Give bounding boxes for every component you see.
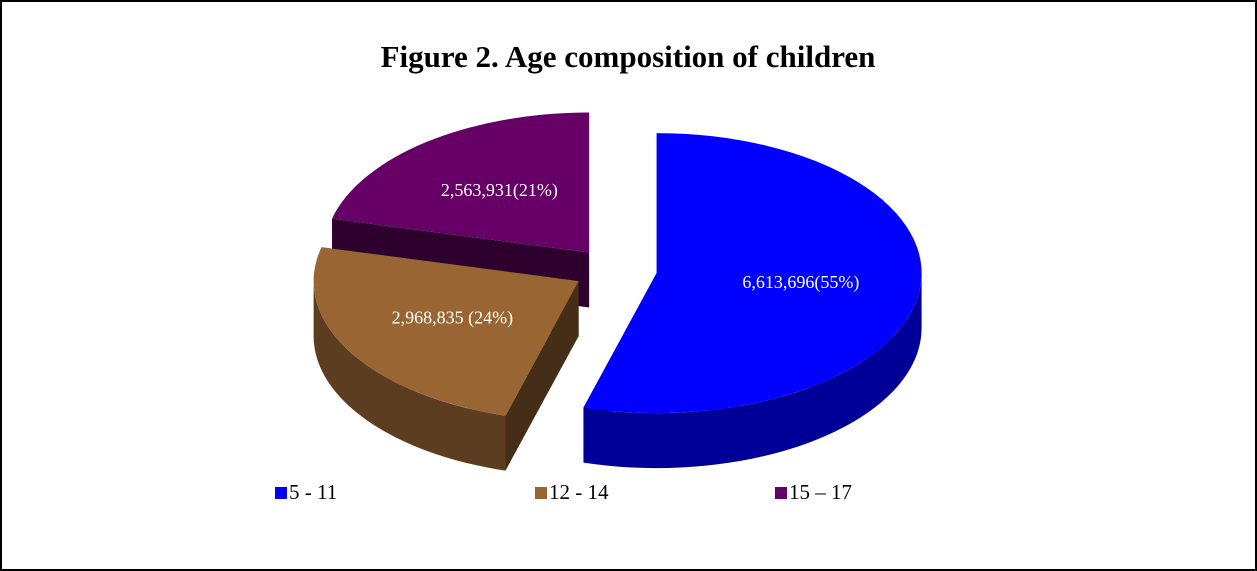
slice-side	[313, 281, 506, 471]
data-label: 2,563,931(21%)	[441, 180, 558, 201]
legend-swatch	[775, 487, 787, 499]
data-label: 2,968,835 (24%)	[392, 308, 513, 329]
pie-slice	[332, 112, 590, 253]
pie-slice	[313, 247, 579, 416]
legend-swatch	[535, 487, 547, 499]
chart-title: Figure 2. Age composition of children	[381, 39, 876, 74]
legend-label: 15 – 17	[789, 480, 852, 504]
legend-swatch	[275, 487, 287, 499]
legend-label: 12 - 14	[549, 480, 609, 504]
data-label: 6,613,696(55%)	[742, 272, 859, 293]
pie-slice	[583, 133, 922, 414]
slice-side	[583, 273, 922, 469]
legend-label: 5 - 11	[289, 480, 337, 504]
